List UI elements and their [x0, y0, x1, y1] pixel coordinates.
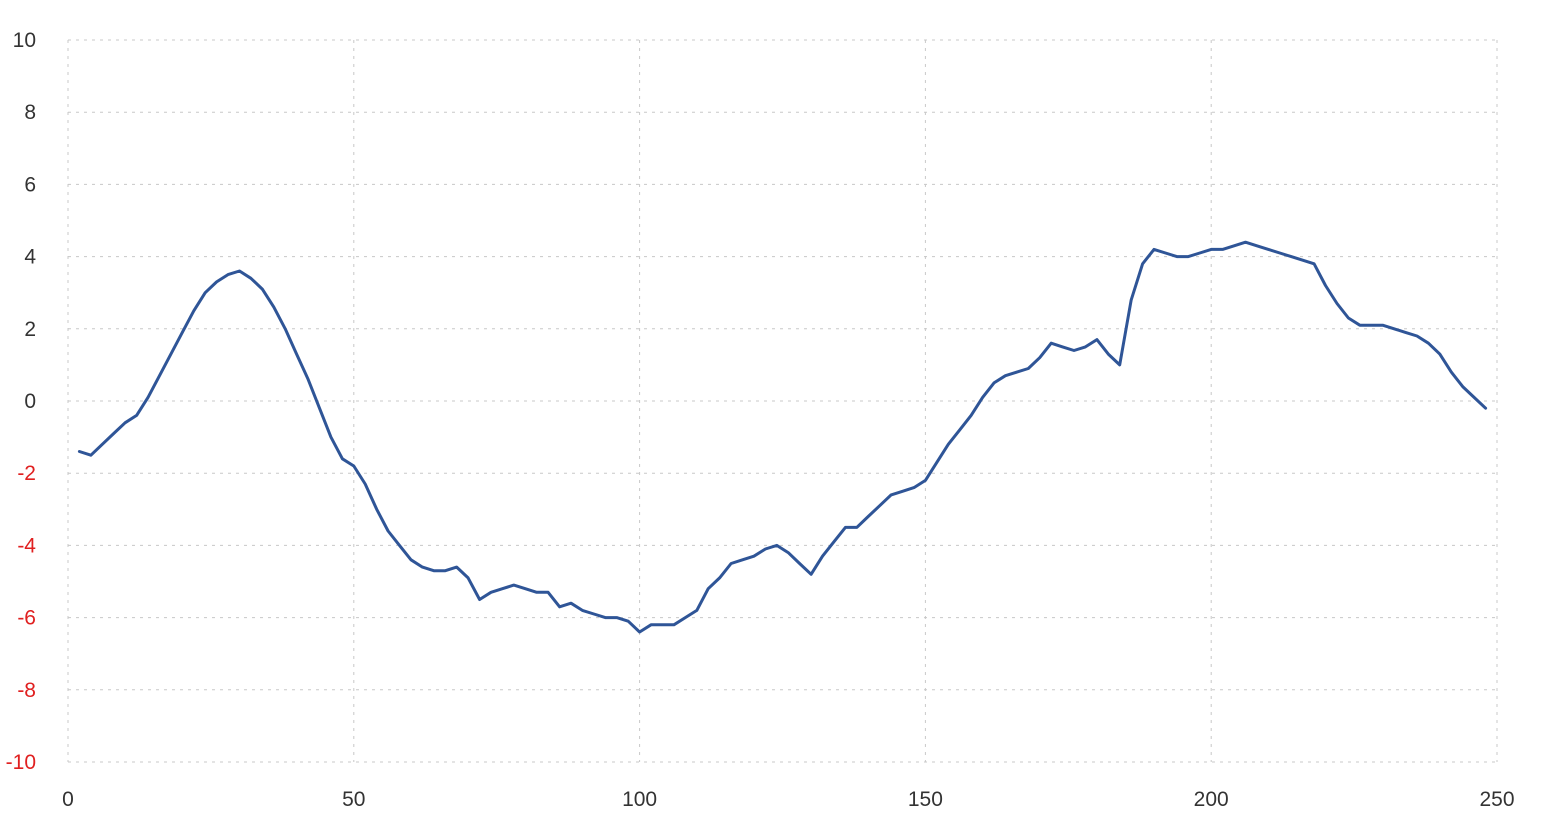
y-tick-label: -2	[17, 462, 36, 485]
series-layer	[77, 240, 1488, 634]
y-tick-label: 10	[13, 29, 36, 52]
y-tick-label: -4	[17, 534, 36, 557]
x-tick-label: 50	[342, 788, 365, 811]
x-tick-label: 200	[1194, 788, 1229, 811]
gridlines	[67, 39, 1498, 763]
x-axis-tick-labels: 0 50 100 150 200 250	[62, 788, 1514, 811]
y-tick-label: -6	[17, 607, 36, 630]
y-tick-label: 6	[24, 173, 36, 196]
y-tick-label: 0	[24, 390, 36, 413]
series-line-1	[77, 240, 1488, 634]
y-tick-label: 2	[24, 318, 36, 341]
y-tick-label: -8	[17, 679, 36, 702]
x-tick-label: 100	[622, 788, 657, 811]
y-tick-label: 4	[24, 246, 36, 269]
x-tick-label: 250	[1479, 788, 1514, 811]
x-tick-label: 150	[908, 788, 943, 811]
y-axis-tick-labels: 10 8 6 4 2 0 -2 -4 -6 -8 -10	[6, 29, 37, 774]
y-tick-label: -10	[6, 751, 36, 774]
x-tick-label: 0	[62, 788, 74, 811]
y-tick-label: 8	[24, 101, 36, 124]
